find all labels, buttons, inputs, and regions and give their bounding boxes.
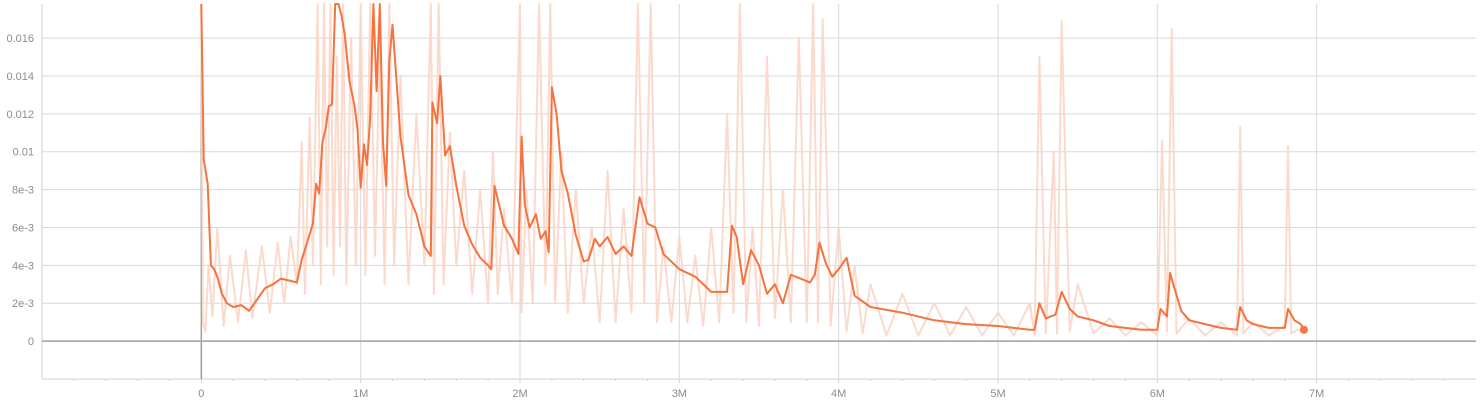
x-tick-label: 2M xyxy=(512,388,527,400)
raw-series-line xyxy=(200,3,1305,337)
x-tick-label: 7M xyxy=(1309,388,1324,400)
x-tick-label: 1M xyxy=(353,388,368,400)
y-tick-label: 2e-3 xyxy=(12,298,34,310)
y-tick-label: 0.01 xyxy=(13,147,34,159)
series-layer xyxy=(200,3,1308,337)
y-tick-label: 0.016 xyxy=(6,33,34,45)
y-tick-label: 0.014 xyxy=(6,71,34,83)
x-tick-label: 4M xyxy=(831,388,846,400)
y-tick-label: 4e-3 xyxy=(12,260,34,272)
y-tick-label: 0 xyxy=(28,336,34,348)
last-point-marker[interactable] xyxy=(1299,325,1308,334)
x-tick-label: 3M xyxy=(672,388,687,400)
tick-label-layer: 0 2e-3 4e-3 6e-3 8e-3 0.01 0.012 0.014 0.016 0 1M 2… xyxy=(6,33,1324,400)
y-tick-label: 8e-3 xyxy=(12,185,34,197)
x-tick-label: 0 xyxy=(198,388,204,400)
y-tick-label: 6e-3 xyxy=(12,222,34,234)
x-tick-label: 6M xyxy=(1150,388,1165,400)
y-tick-label: 0.012 xyxy=(6,109,34,121)
smoothed-series-line xyxy=(200,3,1305,331)
x-tick-label: 5M xyxy=(990,388,1005,400)
